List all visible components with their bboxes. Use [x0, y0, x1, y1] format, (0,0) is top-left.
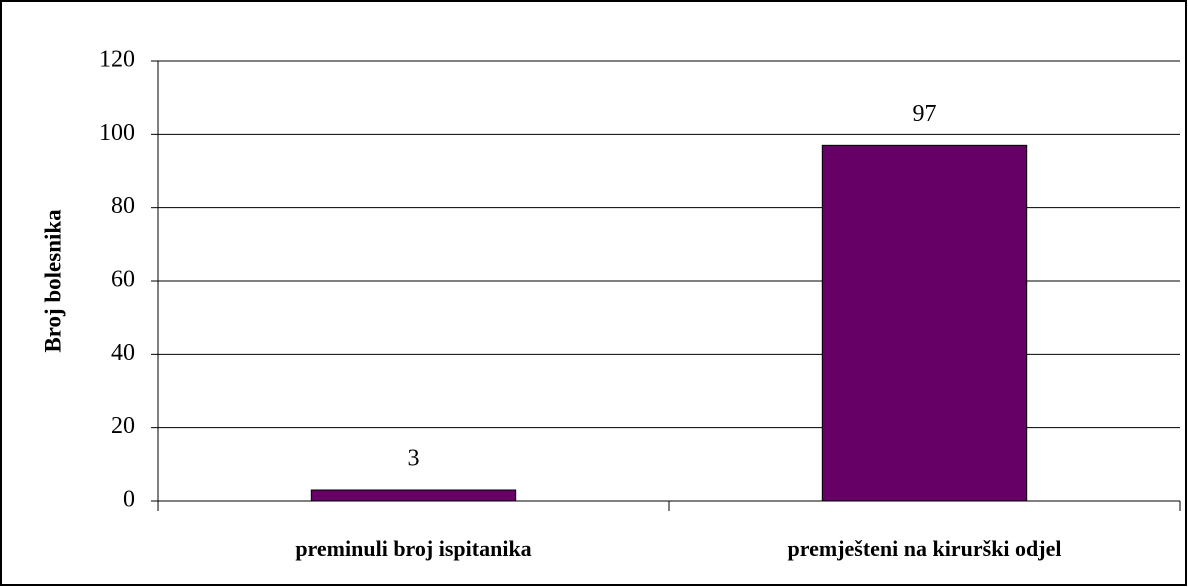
- x-tick-label: preminuli broj ispitanika: [295, 536, 531, 561]
- data-label: 97: [913, 101, 937, 127]
- y-tick-label: 80: [111, 193, 135, 219]
- y-tick-label: 100: [99, 120, 135, 146]
- y-tick-label: 20: [111, 413, 135, 439]
- data-label: 3: [408, 446, 420, 472]
- y-tick-label: 60: [111, 267, 135, 293]
- y-tick-label: 40: [111, 340, 135, 366]
- y-tick-label: 0: [123, 487, 135, 513]
- bar: [310, 489, 517, 502]
- y-axis-title: Broj bolesnika: [40, 209, 65, 353]
- bar: [821, 144, 1028, 502]
- x-tick-label: premješteni na kirurški odjel: [788, 536, 1062, 561]
- y-tick-label: 120: [99, 47, 135, 73]
